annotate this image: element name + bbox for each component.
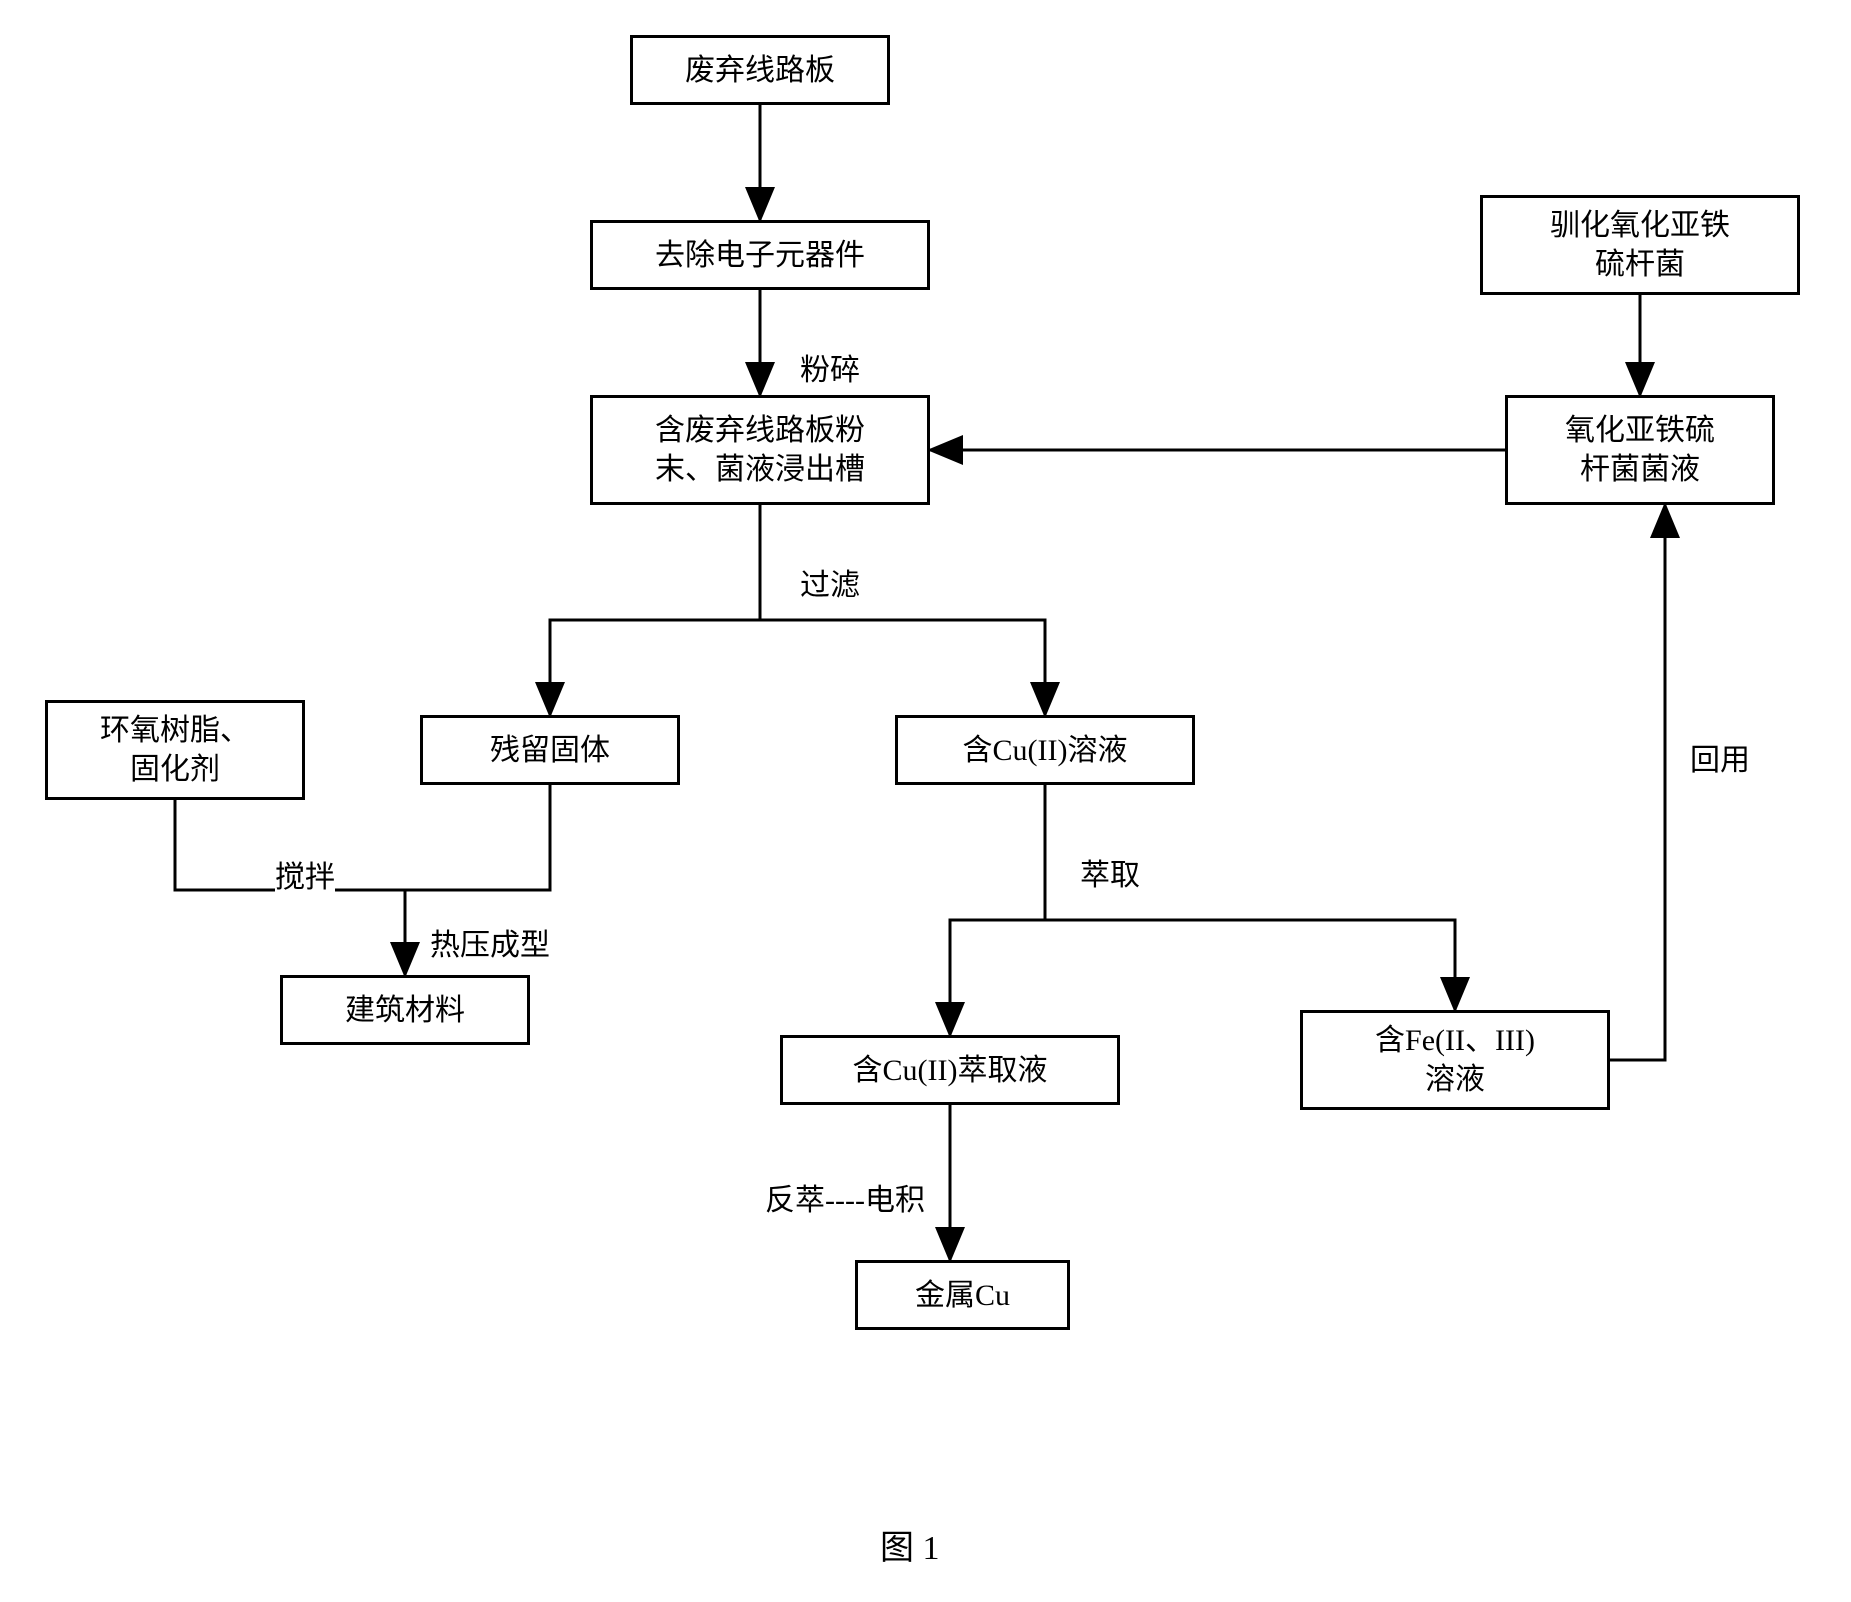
edge-7 (405, 785, 550, 890)
edge-label-l5: 萃取 (1080, 850, 1140, 894)
edge-label-l7: 反萃----电积 (765, 1175, 925, 1219)
node-n6: 环氧树脂、固化剂 (45, 700, 305, 800)
node-n11: 含Fe(II、III)溶液 (1300, 1010, 1610, 1110)
edge-11 (1610, 505, 1665, 1060)
edge-label-l2: 过滤 (800, 560, 860, 604)
node-n2: 去除电子元器件 (590, 220, 930, 290)
edge-label-l3: 搅拌 (275, 852, 335, 896)
edge-label-l1: 粉碎 (800, 345, 860, 389)
node-n7: 残留固体 (420, 715, 680, 785)
edge-5 (760, 620, 1045, 715)
node-n9: 建筑材料 (280, 975, 530, 1045)
flowchart-canvas: 废弃线路板去除电子元器件 驯化氧化亚铁硫杆菌含废弃线路板粉末、菌液浸出槽 氧化亚铁硫… (0, 0, 1851, 1602)
edge-9 (950, 785, 1045, 1035)
node-n8: 含Cu(II)溶液 (895, 715, 1195, 785)
figure-caption: 图 1 (880, 1520, 940, 1569)
edge-10 (1045, 920, 1455, 1010)
node-n12: 金属Cu (855, 1260, 1070, 1330)
node-n10: 含Cu(II)萃取液 (780, 1035, 1120, 1105)
node-n3: 驯化氧化亚铁硫杆菌 (1480, 195, 1800, 295)
node-n5: 氧化亚铁硫杆菌菌液 (1505, 395, 1775, 505)
edge-label-l4: 热压成型 (430, 920, 550, 964)
node-n4: 含废弃线路板粉末、菌液浸出槽 (590, 395, 930, 505)
edge-label-l6: 回用 (1690, 735, 1750, 779)
edge-4 (550, 505, 760, 715)
node-n1: 废弃线路板 (630, 35, 890, 105)
